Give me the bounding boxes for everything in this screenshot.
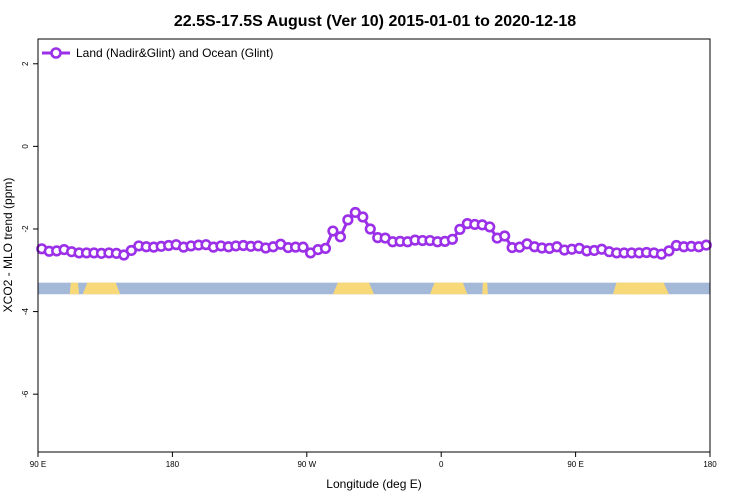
surface-land-segment — [482, 282, 488, 295]
surface-ocean-band — [38, 282, 710, 295]
data-point — [484, 221, 496, 233]
legend-label: Land (Nadir&Glint) and Ocean (Glint) — [76, 46, 273, 60]
data-point — [446, 233, 459, 245]
data-point — [499, 230, 511, 242]
y-tick-label: 2 — [21, 61, 30, 66]
data-point — [297, 241, 309, 253]
surface-land-segment — [430, 282, 468, 295]
chart-title: 22.5S-17.5S August (Ver 10) 2015-01-01 t… — [174, 13, 576, 30]
x-axis: 90 E 180 90 W 0 90 E 180 — [30, 452, 717, 469]
data-point — [327, 225, 339, 237]
y-tick-label: -2 — [21, 225, 30, 233]
x-tick-label: 0 — [439, 460, 444, 469]
y-tick-label: -4 — [21, 307, 30, 315]
series-layer — [36, 206, 712, 261]
x-tick-label: 90 E — [567, 460, 583, 469]
legend-marker-swatch — [50, 47, 62, 59]
x-tick-label: 90 W — [297, 460, 316, 469]
x-axis-label: Longitude (deg E) — [326, 477, 421, 491]
x-tick-label: 180 — [703, 460, 717, 469]
data-point — [334, 231, 347, 243]
legend: Land (Nadir&Glint) and Ocean (Glint) — [42, 46, 273, 60]
surface-land-segment — [69, 282, 80, 295]
data-point — [663, 245, 675, 257]
surface-land-segment — [332, 282, 374, 295]
x-tick-label: 90 E — [30, 460, 46, 469]
surface-land-segment — [82, 282, 121, 295]
data-point — [454, 223, 466, 235]
plot-frame — [37, 38, 711, 453]
y-axis: 2 0 -2 -4 -6 — [21, 61, 38, 398]
data-point — [364, 223, 376, 235]
x-tick-label: 180 — [166, 460, 180, 469]
surface-bar — [38, 282, 710, 295]
y-tick-label: 0 — [21, 144, 30, 149]
surface-land-segment — [624, 282, 669, 295]
data-point — [319, 242, 332, 254]
y-tick-label: -6 — [21, 390, 30, 398]
data-point — [700, 239, 712, 251]
y-axis-label: XCO2 - MLO trend (ppm) — [1, 178, 15, 313]
data-point — [342, 214, 354, 226]
data-point — [357, 211, 369, 223]
